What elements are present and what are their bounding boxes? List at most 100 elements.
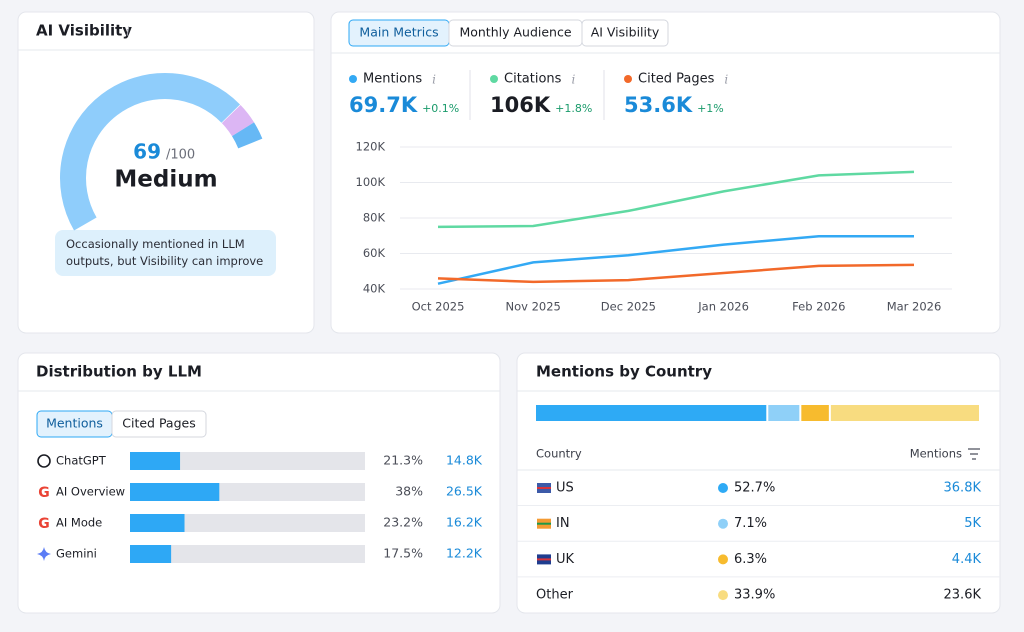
llm-name: AI Overview xyxy=(56,485,125,499)
series-line xyxy=(437,170,915,229)
share-dot xyxy=(718,518,728,529)
tab-label[interactable]: Mentions xyxy=(46,416,103,431)
share-dot xyxy=(718,483,728,493)
info-icon[interactable]: i xyxy=(571,73,575,87)
share-label: 6.3% xyxy=(734,552,767,567)
legend-label[interactable]: Mentions xyxy=(363,72,422,87)
count-label[interactable]: 12.2K xyxy=(446,546,483,561)
legend-dot xyxy=(624,75,632,83)
level: Medium xyxy=(114,167,217,193)
llm-name: AI Mode xyxy=(56,516,102,530)
bar xyxy=(130,514,185,532)
legend-dot xyxy=(349,75,357,83)
x-tick-label: Dec 2025 xyxy=(601,300,656,314)
metric-value: 69.7K xyxy=(349,93,418,117)
mentions-label[interactable]: 4.4K xyxy=(952,552,982,567)
info-icon[interactable]: i xyxy=(724,73,728,87)
tab-label[interactable]: AI Visibility xyxy=(591,25,660,40)
legend-label[interactable]: Citations xyxy=(504,72,562,87)
count-label[interactable]: 14.8K xyxy=(446,453,483,468)
gauge-arc xyxy=(60,73,241,231)
bar xyxy=(130,452,181,470)
bar-track xyxy=(130,545,365,563)
llm-icon: G xyxy=(38,516,50,532)
x-tick-label: Oct 2025 xyxy=(412,300,465,314)
metric-value: 53.6K xyxy=(624,93,693,117)
share-label: 7.1% xyxy=(734,516,767,531)
y-tick-label: 60K xyxy=(363,246,386,260)
country-name: Other xyxy=(536,588,574,603)
llm-name: ChatGPT xyxy=(56,454,107,468)
bar xyxy=(130,545,172,563)
stack-segment xyxy=(830,405,979,421)
metric-change: +0.1% xyxy=(422,102,459,115)
legend-dot xyxy=(490,75,498,83)
share-label: 23.2% xyxy=(383,515,423,530)
column-header[interactable]: Mentions xyxy=(910,447,962,461)
share-label: 38% xyxy=(395,484,423,499)
count-label[interactable]: 16.2K xyxy=(446,515,483,530)
sort-icon[interactable] xyxy=(968,448,980,460)
count-label[interactable]: 26.5K xyxy=(446,484,483,499)
metric-change: +1.8% xyxy=(555,102,592,115)
tab-label[interactable]: Main Metrics xyxy=(359,25,438,40)
bar xyxy=(130,483,220,501)
metrics-card xyxy=(330,11,1001,334)
tab-label[interactable]: Monthly Audience xyxy=(459,25,571,40)
stack-segment xyxy=(536,405,767,421)
gauge-segment xyxy=(221,105,255,137)
note-wrap: Occasionally mentioned in LLM outputs, b… xyxy=(66,237,264,268)
share-dot xyxy=(718,554,728,565)
x-tick-label: Jan 2026 xyxy=(697,300,749,314)
gauge-segment xyxy=(231,122,263,149)
card-title: Mentions by Country xyxy=(536,363,712,381)
info-icon[interactable]: i xyxy=(126,25,130,39)
note: Occasionally mentioned in LLM outputs, b… xyxy=(66,237,264,268)
share-label: 21.3% xyxy=(383,453,423,468)
bar-track xyxy=(130,514,365,532)
flag-stripe xyxy=(537,522,551,525)
y-tick-label: 120K xyxy=(356,140,386,154)
tab[interactable] xyxy=(111,410,207,438)
y-tick-label: 40K xyxy=(363,282,386,296)
y-tick-label: 100K xyxy=(356,175,386,189)
flag-stripe xyxy=(537,558,551,561)
info-icon[interactable]: i xyxy=(432,73,436,87)
llm-icon: G xyxy=(38,485,50,501)
stack-segment xyxy=(801,405,829,421)
mentions-label[interactable]: 36.8K xyxy=(944,481,982,496)
country-name: UK xyxy=(556,552,575,567)
mentions-label[interactable]: 5K xyxy=(964,516,981,531)
tab-label[interactable]: Cited Pages xyxy=(122,416,195,431)
stack-segment xyxy=(768,405,800,421)
score-max: /100 xyxy=(166,148,195,163)
x-tick-label: Feb 2026 xyxy=(792,300,845,314)
metric-value: 106K xyxy=(490,93,551,117)
note-box xyxy=(55,230,276,276)
country-name: IN xyxy=(556,516,570,531)
share-label: 33.9% xyxy=(734,588,775,603)
x-tick-label: Nov 2025 xyxy=(506,300,561,314)
mentions-label: 23.6K xyxy=(944,588,982,603)
metric-change: +1% xyxy=(697,102,724,115)
share-label: 52.7% xyxy=(734,481,775,496)
card-title: Distribution by LLM xyxy=(36,363,202,381)
legend-label[interactable]: Cited Pages xyxy=(638,72,715,87)
card-title: AI Visibility xyxy=(36,22,132,40)
score: 69 xyxy=(133,140,161,164)
flag-stripe xyxy=(537,487,551,489)
series-line xyxy=(437,235,914,285)
llm-icon xyxy=(37,454,51,468)
series-line xyxy=(437,263,915,284)
x-tick-label: Mar 2026 xyxy=(887,300,942,314)
tab[interactable] xyxy=(581,19,669,47)
bar-track xyxy=(130,452,365,470)
column-header: Country xyxy=(536,447,582,461)
y-tick-label: 80K xyxy=(363,211,386,225)
country-name: US xyxy=(556,481,574,496)
share-label: 17.5% xyxy=(383,546,423,561)
llm-icon xyxy=(37,547,51,561)
llm-name: Gemini xyxy=(56,547,97,561)
share-dot xyxy=(718,590,728,601)
